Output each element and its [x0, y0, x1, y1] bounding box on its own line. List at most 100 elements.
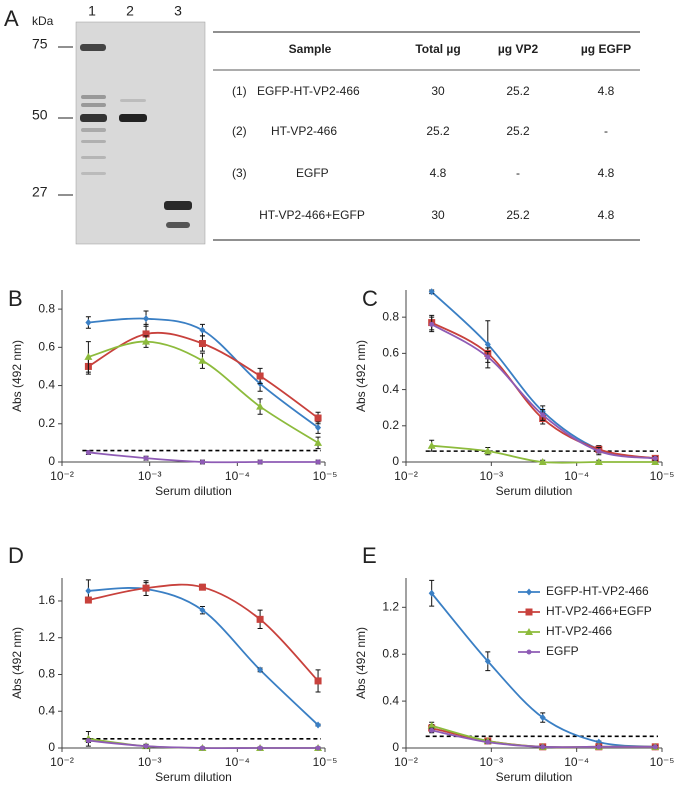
y-tick-label: 0: [48, 454, 55, 468]
legend-label: HT-VP2-466+EGFP: [546, 604, 652, 618]
marker: [198, 356, 207, 364]
series-line: [88, 317, 319, 429]
y-tick-label: 1.2: [382, 599, 399, 613]
marker: [198, 583, 206, 591]
x-tick-label: 10⁻²: [394, 469, 418, 483]
y-tick-label: 0.8: [382, 309, 399, 323]
lane-label: 3: [174, 3, 182, 19]
x-axis-label: Serum dilution: [155, 770, 232, 784]
y-tick-label: 1.2: [38, 630, 55, 644]
y-tick-label: 0.6: [382, 346, 399, 360]
y-tick-label: 0.8: [38, 667, 55, 681]
series-line: [88, 583, 319, 682]
x-axis-label: Serum dilution: [496, 770, 573, 784]
marker-label: 27: [32, 184, 48, 200]
y-tick-label: 0.4: [382, 382, 399, 396]
marker: [485, 739, 491, 745]
row-index: (2): [232, 124, 247, 138]
panel-letter: E: [362, 543, 377, 568]
legend-label: EGFP-HT-VP2-466: [546, 584, 649, 598]
x-tick-label: 10⁻³: [138, 469, 162, 483]
row-sample: HT-VP2-466: [271, 124, 337, 138]
marker: [538, 458, 547, 465]
x-tick-label: 10⁻⁴: [225, 755, 250, 769]
marker: [142, 337, 151, 345]
y-tick-label: 0.2: [38, 416, 55, 430]
marker: [142, 584, 150, 592]
marker: [525, 628, 533, 635]
gel-image: [75, 21, 206, 245]
marker: [143, 315, 150, 323]
x-tick-label: 10⁻⁵: [650, 469, 675, 483]
table-cell: 25.2: [506, 124, 530, 138]
gel-unit: kDa: [32, 14, 54, 28]
row-sample: EGFP-HT-VP2-466: [257, 84, 360, 98]
x-tick-label: 10⁻⁴: [564, 755, 589, 769]
marker: [256, 402, 265, 410]
lane-label: 1: [88, 3, 96, 19]
marker: [596, 448, 602, 454]
x-axis-label: Serum dilution: [496, 484, 573, 498]
marker: [315, 721, 322, 729]
y-tick-label: 0.4: [38, 703, 55, 717]
marker: [429, 321, 435, 327]
x-tick-label: 10⁻²: [50, 469, 74, 483]
table-cell: 25.2: [506, 208, 530, 222]
table-cell: 4.8: [430, 166, 447, 180]
marker: [427, 721, 436, 729]
marker-label: 75: [32, 36, 48, 52]
marker: [257, 745, 263, 751]
table-cell: -: [604, 124, 608, 138]
y-tick-label: 0: [392, 454, 399, 468]
table-header: Total µg: [415, 42, 460, 56]
series-line: [431, 291, 656, 460]
marker: [199, 326, 206, 334]
marker: [143, 743, 149, 749]
table-header: Sample: [289, 42, 332, 56]
marker: [256, 615, 264, 623]
x-tick-label: 10⁻⁴: [225, 469, 250, 483]
y-tick-label: 0.6: [38, 340, 55, 354]
marker: [483, 447, 492, 455]
marker: [85, 738, 91, 744]
table-header: µg VP2: [498, 42, 539, 56]
marker: [427, 441, 436, 449]
y-tick-label: 0: [48, 740, 55, 754]
marker: [85, 318, 92, 326]
panel-letter: A: [4, 6, 19, 31]
marker: [315, 424, 322, 432]
table-cell: 25.2: [426, 124, 450, 138]
x-tick-label: 10⁻²: [50, 755, 74, 769]
marker: [651, 458, 660, 465]
marker: [485, 354, 491, 360]
x-tick-label: 10⁻⁵: [650, 755, 675, 769]
legend-label: HT-VP2-466: [546, 624, 612, 638]
marker: [525, 608, 533, 616]
marker: [484, 657, 491, 665]
panel-letter: B: [8, 286, 23, 311]
marker: [142, 330, 150, 338]
marker: [526, 649, 532, 655]
marker: [85, 587, 92, 595]
y-tick-label: 1.6: [38, 593, 55, 607]
marker: [314, 438, 323, 446]
y-tick-label: 0.4: [382, 693, 399, 707]
marker: [256, 372, 264, 380]
table-cell: 4.8: [598, 208, 615, 222]
table-header: µg EGFP: [581, 42, 631, 56]
marker: [199, 606, 206, 614]
x-tick-label: 10⁻³: [138, 755, 162, 769]
marker: [539, 714, 546, 722]
marker: [257, 666, 264, 674]
y-tick-label: 0.8: [382, 646, 399, 660]
marker: [199, 459, 205, 465]
y-axis-label: Abs (492 nm): [354, 627, 368, 699]
marker: [652, 455, 658, 461]
marker: [314, 414, 322, 422]
x-tick-label: 10⁻⁵: [313, 755, 338, 769]
lane-label: 2: [126, 3, 134, 19]
panel-letter: D: [8, 543, 24, 568]
row-sample: HT-VP2-466+EGFP: [259, 208, 365, 222]
